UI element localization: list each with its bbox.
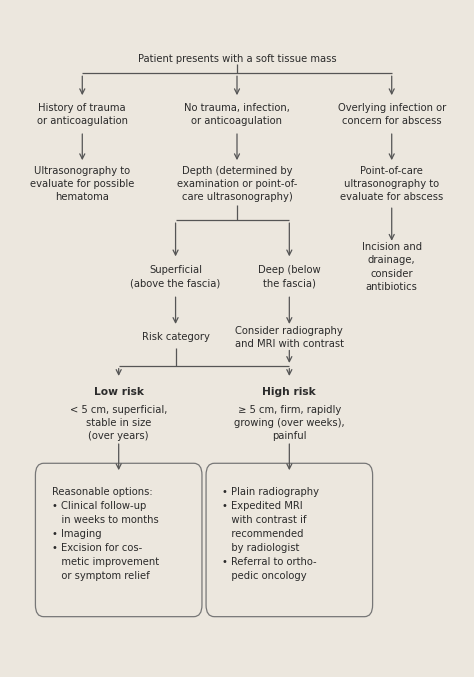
Text: Low risk: Low risk: [94, 387, 144, 397]
Text: No trauma, infection,
or anticoagulation: No trauma, infection, or anticoagulation: [184, 103, 290, 126]
Text: Superficial
(above the fascia): Superficial (above the fascia): [130, 265, 221, 288]
FancyBboxPatch shape: [206, 463, 373, 617]
Text: High risk: High risk: [263, 387, 316, 397]
Text: Incision and
drainage,
consider
antibiotics: Incision and drainage, consider antibiot…: [362, 242, 422, 292]
Text: Consider radiography
and MRI with contrast: Consider radiography and MRI with contra…: [235, 326, 344, 349]
Text: • Plain radiography
• Expedited MRI
   with contrast if
   recommended
   by rad: • Plain radiography • Expedited MRI with…: [222, 487, 319, 581]
Text: History of trauma
or anticoagulation: History of trauma or anticoagulation: [37, 103, 128, 126]
Text: Reasonable options:
• Clinical follow-up
   in weeks to months
• Imaging
• Excis: Reasonable options: • Clinical follow-up…: [52, 487, 159, 581]
Text: Overlying infection or
concern for abscess: Overlying infection or concern for absce…: [337, 103, 446, 126]
Text: Patient presents with a soft tissue mass: Patient presents with a soft tissue mass: [137, 54, 337, 64]
FancyBboxPatch shape: [36, 463, 202, 617]
Text: Point-of-care
ultrasonography to
evaluate for abscess: Point-of-care ultrasonography to evaluat…: [340, 166, 443, 202]
Text: Ultrasonography to
evaluate for possible
hematoma: Ultrasonography to evaluate for possible…: [30, 166, 135, 202]
Text: Risk category: Risk category: [142, 332, 210, 342]
Text: Deep (below
the fascia): Deep (below the fascia): [258, 265, 320, 288]
Text: < 5 cm, superficial,
stable in size
(over years): < 5 cm, superficial, stable in size (ove…: [70, 405, 167, 441]
Text: Depth (determined by
examination or point-of-
care ultrasonography): Depth (determined by examination or poin…: [177, 166, 297, 202]
Text: ≥ 5 cm, firm, rapidly
growing (over weeks),
painful: ≥ 5 cm, firm, rapidly growing (over week…: [234, 405, 345, 441]
